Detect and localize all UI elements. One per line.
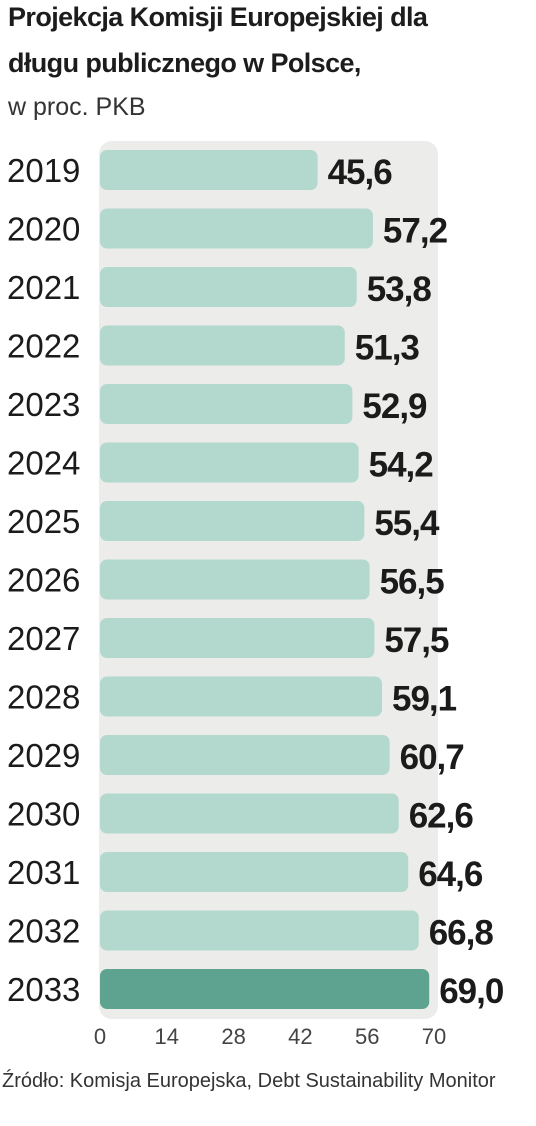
category-label-2025: 2025 [7, 503, 80, 540]
bar-2029 [100, 735, 390, 775]
value-label-2029: 60,7 [400, 738, 464, 777]
bar-2028 [100, 676, 382, 717]
value-label-2022: 51,3 [355, 329, 420, 368]
category-label-2024: 2024 [7, 445, 80, 482]
x-tick-14: 14 [155, 1024, 179, 1049]
category-label-2032: 2032 [7, 913, 80, 950]
category-label-2021: 2021 [7, 269, 80, 306]
bar-2020 [100, 208, 373, 249]
value-label-2033: 69,0 [439, 972, 504, 1011]
chart-title-line-1: Projekcja Komisji Europejskiej dla [8, 2, 428, 32]
value-label-2019: 45,6 [328, 153, 393, 192]
bar-2033 [100, 969, 430, 1009]
bar-chart: 2019 45,6 2020 57,2 2021 53,8 2022 51,3 2023 52,9… [7, 141, 505, 1049]
bar-2019 [100, 150, 318, 190]
category-label-2030: 2030 [7, 796, 80, 833]
bar-2027 [100, 618, 375, 658]
category-label-2019: 2019 [7, 152, 80, 189]
value-label-2023: 52,9 [362, 387, 427, 426]
value-label-2024: 54,2 [369, 446, 434, 485]
x-tick-70: 70 [422, 1024, 446, 1049]
category-label-2020: 2020 [7, 211, 80, 248]
value-label-2030: 62,6 [409, 797, 474, 836]
bar-2030 [100, 793, 399, 834]
bar-2024 [100, 442, 359, 483]
category-label-2023: 2023 [7, 386, 80, 423]
value-label-2027: 57,5 [384, 621, 449, 660]
category-label-2027: 2027 [7, 620, 80, 657]
bar-2032 [100, 910, 419, 951]
value-label-2026: 56,5 [380, 563, 445, 602]
category-label-2022: 2022 [7, 328, 80, 365]
x-tick-42: 42 [288, 1024, 312, 1049]
value-label-2020: 57,2 [383, 212, 448, 251]
category-label-2031: 2031 [7, 854, 80, 891]
value-label-2028: 59,1 [392, 680, 457, 719]
bar-2021 [100, 267, 357, 307]
x-tick-28: 28 [221, 1024, 245, 1049]
value-label-2032: 66,8 [429, 914, 494, 953]
bar-2023 [100, 384, 353, 424]
category-label-2033: 2033 [7, 971, 80, 1008]
value-label-2025: 55,4 [374, 504, 440, 543]
chart-subtitle: w proc. PKB [8, 93, 146, 121]
source-note: Źródło: Komisja Europejska, Debt Sustain… [2, 1070, 496, 1092]
x-tick-56: 56 [355, 1024, 379, 1049]
bar-2025 [100, 501, 365, 541]
bar-2022 [100, 325, 345, 366]
chart-title-line-2: długu publicznego w Polsce, [8, 48, 361, 78]
value-label-2021: 53,8 [367, 270, 432, 309]
x-tick-0: 0 [94, 1024, 106, 1049]
category-label-2028: 2028 [7, 679, 80, 716]
category-label-2026: 2026 [7, 562, 80, 599]
bar-2026 [100, 559, 370, 600]
bar-2031 [100, 852, 409, 892]
value-label-2031: 64,6 [418, 855, 483, 894]
category-label-2029: 2029 [7, 737, 80, 774]
